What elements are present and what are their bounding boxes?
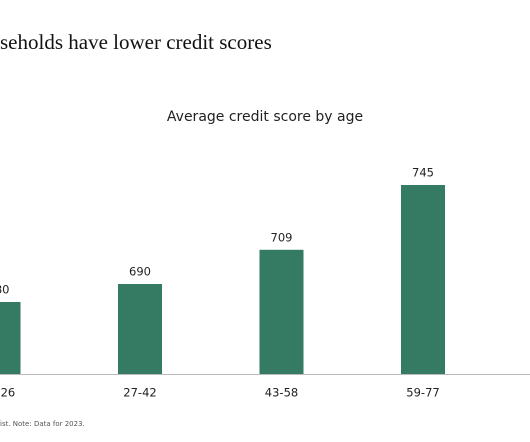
bar [118,284,162,374]
x-tick-label: 18-26 [0,386,15,400]
bar [401,185,445,374]
x-tick-label: 59-77 [406,386,439,400]
x-tick-label: 27-42 [123,386,156,400]
bar [0,302,21,374]
bar [259,249,304,374]
value-label: 745 [412,166,434,180]
chart-subtitle: Average credit score by age [167,109,363,125]
value-label: 690 [129,265,151,279]
value-label: 680 [0,283,9,297]
x-tick-label: 43-58 [265,386,298,400]
chart-title: seholds have lower credit scores [0,30,272,54]
footnote: ist. Note: Data for 2023. [0,420,85,428]
value-label: 709 [271,230,293,244]
